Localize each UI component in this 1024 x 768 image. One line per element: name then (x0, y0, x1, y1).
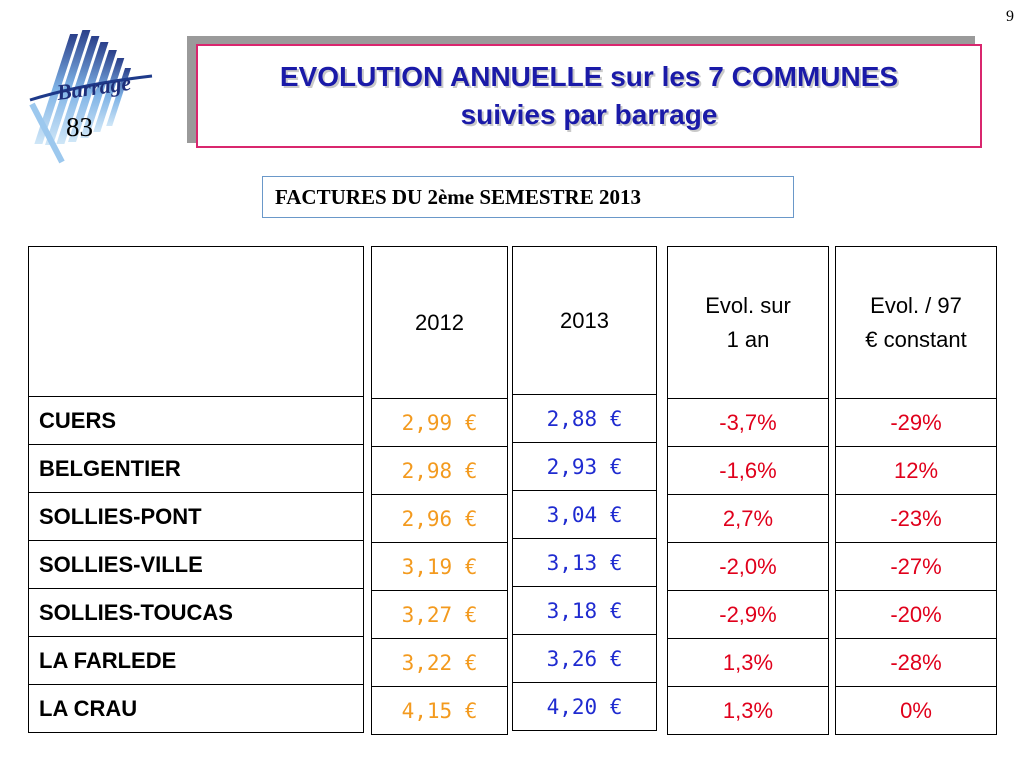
evol-1-year-value: -2,9% (667, 590, 829, 639)
evol-1-year-header-line2: 1 an (726, 326, 770, 352)
commune-name: CUERS (28, 396, 364, 445)
year-2012-header: 2012 (371, 246, 508, 399)
evol-1-year-value: 1,3% (667, 686, 829, 735)
evol-97-header-line1: Evol. / 97 (870, 292, 962, 318)
price-2012: 2,99 € (371, 398, 508, 447)
evol-1-year-value: -3,7% (667, 398, 829, 447)
communes-header (28, 246, 364, 397)
price-2013: 3,26 € (512, 634, 657, 683)
prices-2013-table: 2013 2,88 € 2,93 € 3,04 € 3,13 € 3,18 € … (512, 246, 657, 731)
communes-table: CUERS BELGENTIER SOLLIES-PONT SOLLIES-VI… (28, 246, 364, 733)
logo-number: 83 (66, 112, 93, 142)
price-2013: 3,04 € (512, 490, 657, 539)
barrage-logo-graphic: Barrage (29, 30, 153, 164)
commune-name: BELGENTIER (28, 444, 364, 493)
barrage-logo: Barrage (22, 22, 162, 172)
price-2013: 3,18 € (512, 586, 657, 635)
evol-97-value: 0% (835, 686, 997, 735)
price-2012: 3,19 € (371, 542, 508, 591)
commune-name: SOLLIES-TOUCAS (28, 588, 364, 637)
subtitle: FACTURES DU 2ème SEMESTRE 2013 (262, 176, 794, 218)
commune-name: LA FARLEDE (28, 636, 364, 685)
evol-97-value: -28% (835, 638, 997, 687)
price-2012: 3,22 € (371, 638, 508, 687)
commune-name: SOLLIES-VILLE (28, 540, 364, 589)
title-line-1: EVOLUTION ANNUELLE sur les 7 COMMUNES (279, 61, 899, 92)
evol-1-year-header: Evol. sur 1 an (667, 246, 829, 399)
price-2013: 4,20 € (512, 682, 657, 731)
price-2012: 4,15 € (371, 686, 508, 735)
price-2013: 2,93 € (512, 442, 657, 491)
evol-1-year-table: Evol. sur 1 an -3,7% -1,6% 2,7% -2,0% -2… (667, 246, 829, 735)
year-2013-header: 2013 (512, 246, 657, 395)
title-line-2: suivies par barrage (460, 99, 718, 130)
evol-97-value: -20% (835, 590, 997, 639)
evol-1-year-value: -1,6% (667, 446, 829, 495)
evol-97-value: -23% (835, 494, 997, 543)
evol-97-header-line2: € constant (865, 326, 967, 352)
page-number: 9 (1006, 8, 1014, 25)
evol-1-year-value: -2,0% (667, 542, 829, 591)
evol-97-table: Evol. / 97 € constant -29% 12% -23% -27%… (835, 246, 997, 735)
evol-1-year-value: 1,3% (667, 638, 829, 687)
evol-97-value: -29% (835, 398, 997, 447)
evol-97-value: 12% (835, 446, 997, 495)
logo-text: Barrage (54, 70, 133, 105)
prices-2012-table: 2012 2,99 € 2,98 € 2,96 € 3,19 € 3,27 € … (371, 246, 508, 735)
price-2012: 2,98 € (371, 446, 508, 495)
evol-1-year-header-line1: Evol. sur (705, 292, 791, 318)
commune-name: SOLLIES-PONT (28, 492, 364, 541)
price-2012: 2,96 € (371, 494, 508, 543)
price-2013: 2,88 € (512, 394, 657, 443)
price-2012: 3,27 € (371, 590, 508, 639)
price-2013: 3,13 € (512, 538, 657, 587)
evol-1-year-value: 2,7% (667, 494, 829, 543)
evol-97-header: Evol. / 97 € constant (835, 246, 997, 399)
commune-name: LA CRAU (28, 684, 364, 733)
evol-97-value: -27% (835, 542, 997, 591)
title-box: EVOLUTION ANNUELLE sur les 7 COMMUNES su… (196, 44, 982, 148)
